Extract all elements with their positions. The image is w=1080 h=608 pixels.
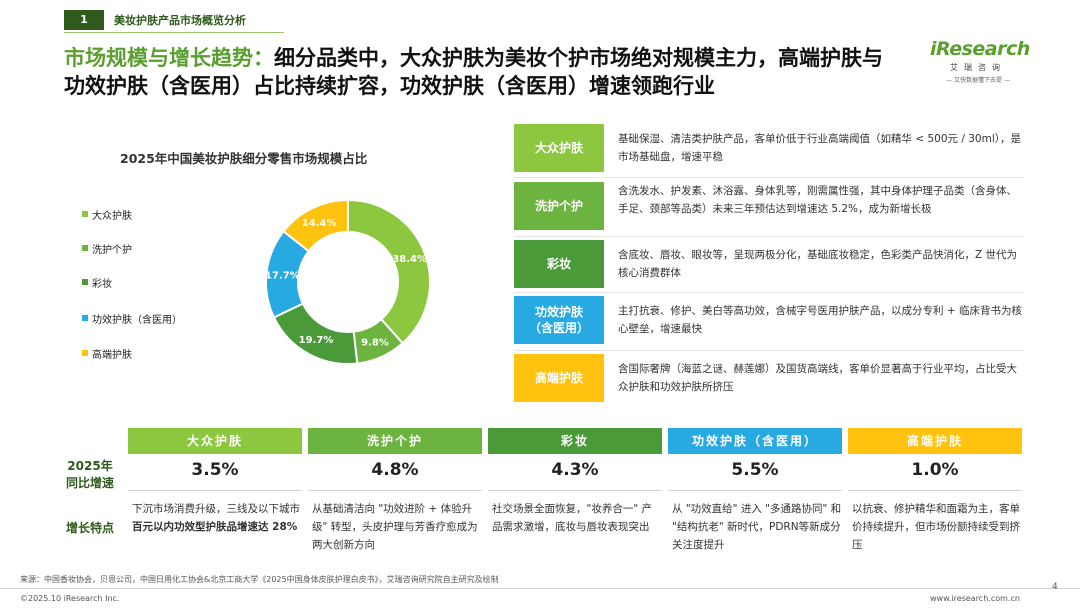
donut-slice	[347, 198, 431, 345]
logo-chinese: 艾瑞咨询	[950, 63, 1006, 72]
growth-category-header: 大众护肤	[128, 428, 302, 454]
category-box-premium: 高端护肤	[514, 354, 604, 402]
section-number: 1	[64, 10, 104, 30]
growth-divider	[128, 490, 302, 491]
legend-item: 功效护肤（含医用）	[82, 310, 182, 326]
growth-divider	[488, 490, 662, 491]
growth-rate: 5.5%	[731, 460, 779, 480]
growth-feature: 从基础清洁向 "功效进阶 + 体验升级" 转型，头皮护理与芳香疗愈成为两大创新方…	[312, 503, 478, 551]
copyright: ©2025.10 iResearch Inc.	[20, 594, 120, 603]
row-label-feature: 增长特点	[65, 521, 114, 535]
legend-swatch	[82, 350, 88, 356]
growth-category-header: 彩妆	[488, 428, 662, 454]
growth-feature: 下沉市场消费升级，三线及以下城市百元以内功效型护肤品增速达 28%	[132, 503, 300, 533]
category-box-wash: 洗护个护	[514, 182, 604, 230]
legend-label: 大众护肤	[92, 210, 132, 222]
growth-divider	[668, 490, 842, 491]
donut-slice-label: 9.8%	[361, 338, 389, 349]
legend-swatch	[82, 279, 88, 285]
legend-item: 洗护个护	[82, 240, 132, 256]
growth-category-header: 功效护肤（含医用）	[668, 428, 842, 454]
legend-label: 洗护个护	[92, 244, 132, 256]
donut-chart: 38.4% 9.8% 19.7% 17.7% 14.4%	[265, 198, 431, 365]
category-desc-makeup: 含底妆、唇妆、眼妆等，呈现两极分化，基础底妆稳定，色彩类产品快消化，Z 世代为核…	[618, 249, 1018, 279]
growth-rate: 1.0%	[911, 460, 959, 480]
section-divider	[64, 32, 284, 33]
growth-rate: 4.3%	[551, 460, 599, 480]
chart-title: 2025年中国美妆护肤细分零售市场规模占比	[120, 151, 368, 166]
footer-divider	[0, 588, 1080, 589]
donut-slice-label: 14.4%	[302, 218, 337, 229]
section-name: 美妆护肤产品市场概览分析	[114, 14, 246, 27]
category-box-makeup: 彩妆	[514, 240, 604, 288]
growth-divider	[308, 490, 482, 491]
growth-category-header: 洗护个护	[308, 428, 482, 454]
growth-rate: 3.5%	[191, 460, 239, 480]
logo-tagline: — 又快数据懂下去提 —	[946, 77, 1010, 84]
legend-swatch	[82, 211, 88, 217]
donut-slice	[282, 198, 349, 253]
iresearch-logo: iResearch 艾瑞咨询 — 又快数据懂下去提 —	[930, 38, 1030, 98]
donut-slice-label: 17.7%	[265, 270, 300, 281]
growth-feature: 以抗衰、修护精华和面霜为主，客单价持续提升，但市场份额持续受到挤压	[852, 503, 1020, 551]
growth-rate: 4.8%	[371, 460, 419, 480]
legend-item: 大众护肤	[82, 206, 132, 222]
category-box-efficacy: 功效护肤 （含医用）	[514, 296, 604, 344]
category-desc-premium: 含国际奢牌（海蓝之谜、赫莲娜）及国货高端线，客单价显著高于行业平均，占比受大众护…	[618, 363, 1017, 393]
page-title: 市场规模与增长趋势：细分品类中，大众护肤为美妆个护市场绝对规模主力，高端护肤与功…	[64, 44, 894, 100]
page-title-rest: 细分品类中，大众护肤为美妆个护市场绝对规模主力，高端护肤与功效护肤（含医用）占比…	[64, 46, 883, 98]
donut-slice-label: 38.4%	[392, 254, 427, 265]
growth-divider	[848, 490, 1022, 491]
legend-item: 高端护肤	[82, 345, 132, 361]
legend-item: 彩妆	[82, 274, 112, 290]
logo-wordmark: iResearch	[930, 38, 1030, 60]
row-label-yoy: 2025年 同比增速	[65, 459, 114, 490]
category-box-mass: 大众护肤	[514, 124, 604, 172]
category-desc-mass: 基础保湿、清洁类护肤产品，客单价低于行业高端阈值（如精华 < 500元 / 30…	[618, 133, 1021, 163]
page-title-highlight: 市场规模与增长趋势：	[64, 46, 274, 70]
legend-swatch	[82, 245, 88, 251]
source-note: 来源：中国香妆协会，贝恩公司，中国日用化工协会&北京工商大学《2025中国身体皮…	[20, 575, 499, 584]
category-desc-wash: 含洗发水、护发素、沐浴露、身体乳等，刚需属性强，其中身体护理子品类（含身体、手足…	[618, 185, 1017, 215]
legend-label: 彩妆	[92, 278, 112, 290]
website-link[interactable]: www.iresearch.com.cn	[930, 594, 1020, 603]
growth-feature: 社交场景全面恢复，"妆养合一" 产品需求激增，底妆与唇妆表现突出	[492, 503, 652, 533]
page-number: 4	[1052, 582, 1058, 592]
growth-category-header: 高端护肤	[848, 428, 1022, 454]
legend-label: 高端护肤	[92, 349, 132, 361]
growth-feature: 从 "功效直给" 进入 "多通路协同" 和 "结构抗老" 新时代，PDRN等新成…	[672, 503, 842, 551]
category-desc-efficacy: 主打抗衰、修护、美白等高功效，含械字号医用护肤产品，以成分专利 + 临床背书为核…	[618, 305, 1022, 335]
legend-swatch	[82, 315, 88, 321]
donut-slice	[272, 302, 359, 365]
donut-slice-label: 19.7%	[299, 335, 334, 346]
legend-label: 功效护肤（含医用）	[92, 314, 182, 326]
